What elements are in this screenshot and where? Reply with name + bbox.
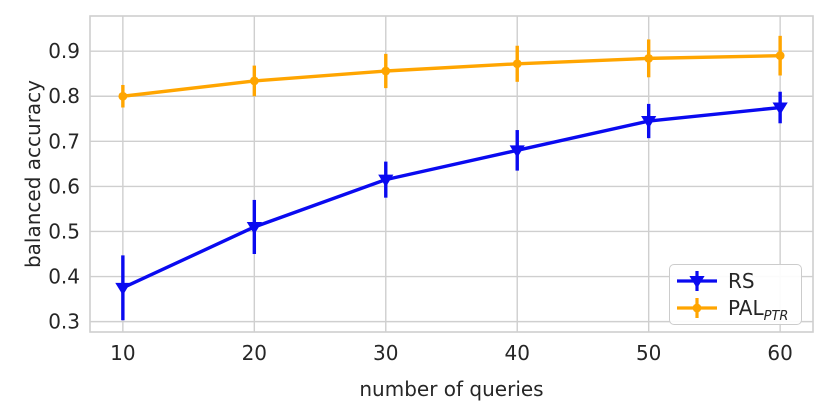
y-tick-label: 0.3 — [48, 310, 80, 334]
y-tick-label: 0.9 — [48, 39, 80, 63]
x-tick-label: 10 — [110, 341, 135, 365]
y-tick-label: 0.7 — [48, 129, 80, 153]
x-tick-label: 40 — [505, 341, 530, 365]
legend-item-rs: RS — [675, 268, 801, 294]
x-tick-label: 50 — [636, 341, 661, 365]
legend-label-pal-subscript: PTR — [763, 309, 789, 324]
legend-label-pal: PALPTR — [728, 296, 789, 324]
x-tick-label: 60 — [767, 341, 792, 365]
x-tick-label: 30 — [373, 341, 398, 365]
legend-label-rs: RS — [728, 269, 755, 293]
y-tick-label: 0.4 — [48, 265, 80, 289]
x-tick-label: 20 — [242, 341, 267, 365]
rs-line-marker-icon — [677, 271, 717, 291]
y-axis-label: balanced accuracy — [21, 79, 45, 269]
y-tick-label: 0.6 — [48, 174, 80, 198]
legend: RS PALPTR — [669, 264, 802, 325]
x-axis-label: number of queries — [359, 377, 544, 401]
y-tick-label: 0.5 — [48, 219, 80, 243]
pal-line-marker-icon — [677, 298, 717, 318]
legend-item-pal: PALPTR — [675, 295, 801, 324]
y-tick-label: 0.8 — [48, 84, 80, 108]
